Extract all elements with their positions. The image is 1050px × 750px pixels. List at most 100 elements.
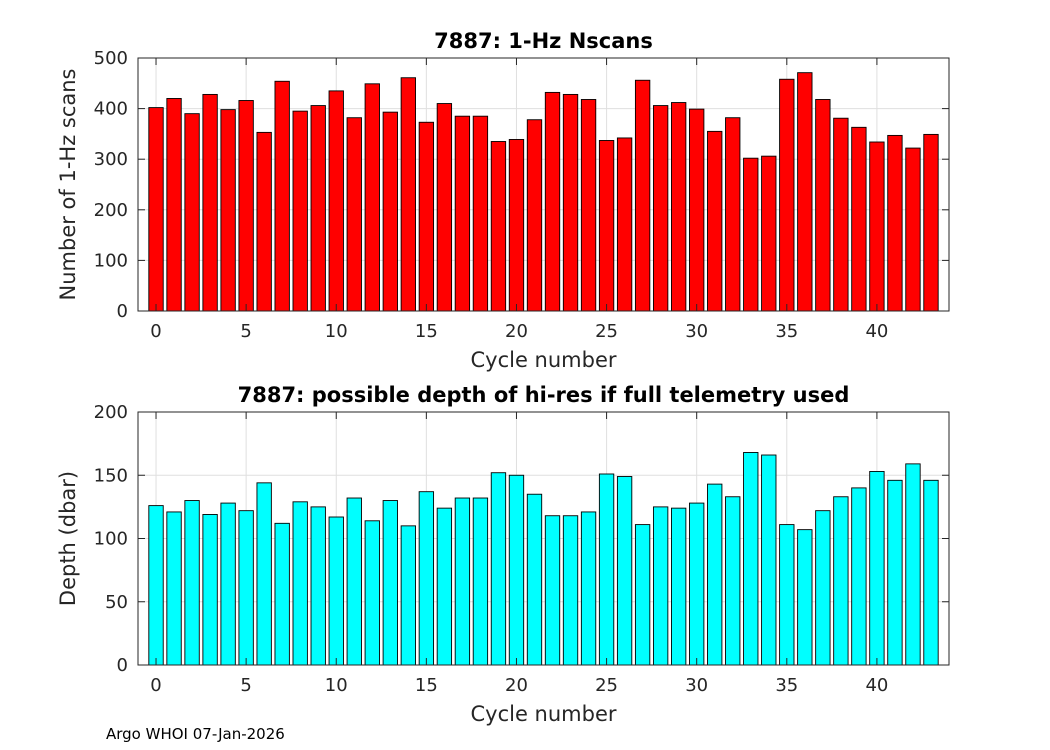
bar: [274, 80, 290, 312]
footer-credit: Argo WHOI 07-Jan-2026: [106, 725, 285, 743]
x-tick-label: 40: [865, 321, 888, 342]
bar: [616, 476, 633, 666]
bar: [400, 77, 416, 312]
bar: [256, 482, 272, 666]
bar: [292, 501, 308, 666]
bar: [761, 155, 777, 312]
bar: [743, 157, 759, 312]
bar: [184, 113, 200, 312]
bar: [652, 506, 669, 666]
bar: [887, 479, 903, 666]
bar: [905, 147, 921, 312]
y-tick-label: 150: [94, 465, 128, 486]
bar: [779, 78, 795, 312]
bar: [346, 117, 362, 312]
bar: [526, 493, 543, 666]
bar: [616, 137, 633, 312]
y-tick-label: 0: [117, 655, 128, 676]
y-tick-label: 300: [94, 149, 128, 170]
bar: [598, 473, 615, 666]
bar: [761, 454, 777, 666]
y-tick-label: 100: [94, 529, 128, 550]
bar: [526, 119, 543, 312]
bar: [634, 79, 651, 312]
x-axis-label: Cycle number: [470, 348, 616, 372]
y-tick-label: 400: [94, 99, 128, 120]
bar: [364, 520, 380, 666]
bar: [725, 117, 741, 312]
bar: [797, 529, 813, 666]
bar: [184, 500, 200, 666]
bar: [472, 115, 489, 312]
bar: [274, 522, 290, 666]
y-tick-label: 0: [117, 301, 128, 322]
bar: [364, 83, 380, 312]
y-axis-label: Number of 1-Hz scans: [56, 69, 80, 301]
x-tick-label: 25: [595, 675, 618, 696]
bar: [869, 471, 885, 666]
bar: [418, 121, 435, 312]
bar: [256, 131, 272, 312]
bar: [166, 98, 182, 312]
bar: [815, 510, 831, 666]
x-tick-label: 30: [685, 675, 708, 696]
y-tick-label: 50: [105, 592, 128, 613]
x-tick-label: 25: [595, 321, 618, 342]
bar: [707, 483, 723, 666]
bar: [544, 515, 561, 666]
bar: [400, 525, 416, 666]
bar: [833, 496, 849, 666]
bar: [310, 506, 326, 666]
bar: [671, 507, 687, 666]
bar: [743, 452, 759, 666]
axes-box: [137, 57, 950, 312]
bar: [328, 90, 344, 312]
x-axis-label: Cycle number: [470, 702, 616, 726]
bar: [923, 479, 939, 666]
bar: [238, 100, 254, 312]
x-tick-label: 35: [775, 675, 798, 696]
bar: [220, 502, 236, 666]
bar: [454, 115, 471, 312]
x-tick-label: 10: [325, 321, 348, 342]
chart-title: 7887: 1-Hz Nscans: [434, 29, 653, 53]
x-tick-label: 0: [150, 675, 161, 696]
chart-bottom-depth: 0 5 10 15 20 25 30 35 40 0 50 100 150 200 7887: possib…: [56, 383, 950, 726]
x-tick-label: 5: [240, 675, 251, 696]
bar: [508, 474, 525, 666]
bar: [202, 514, 218, 666]
bar: [815, 99, 831, 312]
bar: [382, 111, 398, 312]
bar: [292, 110, 308, 312]
bar: [490, 472, 507, 666]
bar: [220, 109, 236, 312]
x-tick-label: 30: [685, 321, 708, 342]
x-tick-label: 5: [240, 321, 251, 342]
bar: [454, 497, 471, 666]
bar: [382, 500, 398, 666]
x-tick-label: 15: [415, 321, 438, 342]
bar: [634, 524, 651, 666]
bar: [202, 93, 218, 312]
bar: [544, 91, 561, 312]
bar: [905, 463, 921, 666]
bar: [671, 102, 687, 312]
bar: [238, 510, 254, 666]
x-tick-label: 20: [505, 321, 528, 342]
bar: [869, 141, 885, 312]
bar: [436, 507, 453, 666]
x-tick-label: 20: [505, 675, 528, 696]
y-tick-label: 200: [94, 402, 128, 423]
bar: [490, 141, 507, 312]
bar: [779, 524, 795, 666]
x-tick-label: 40: [865, 675, 888, 696]
bar: [725, 496, 741, 666]
bar: [689, 502, 705, 666]
x-tick-label: 15: [415, 675, 438, 696]
bar: [148, 505, 164, 666]
bar: [580, 511, 597, 666]
bar: [923, 133, 939, 312]
bar: [797, 72, 813, 312]
